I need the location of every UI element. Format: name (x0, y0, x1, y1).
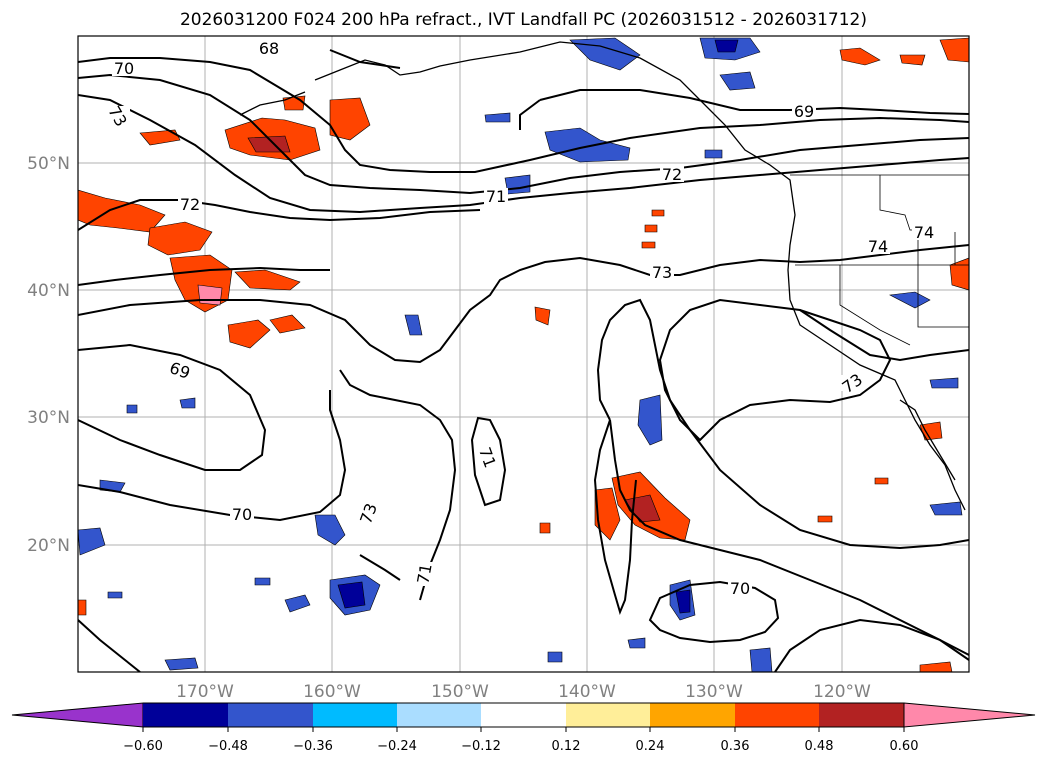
lat-label: 30°N (27, 408, 70, 428)
lat-label: 20°N (27, 536, 70, 556)
graticule (78, 36, 969, 672)
colorbar-segment (313, 703, 397, 727)
lon-label: 160°W (303, 682, 361, 702)
colorbar-tick-label: −0.60 (123, 739, 163, 754)
lon-label: 150°W (431, 682, 489, 702)
colorbar-tick-label: 0.12 (552, 739, 581, 754)
colorbar-tick-label: −0.36 (293, 739, 333, 754)
contour-label: 72 (180, 195, 200, 214)
colorbar-tick-label: −0.12 (461, 739, 501, 754)
colorbar-extend-max (903, 702, 1036, 728)
contour-label: 73 (652, 263, 672, 282)
contour-label: 68 (259, 39, 279, 58)
lon-label: 140°W (558, 682, 616, 702)
state-borders (790, 174, 969, 346)
map-title: 2026031200 F024 200 hPa refract., IVT La… (179, 10, 867, 30)
contour-label: 71 (413, 562, 435, 585)
contour-label: 70 (730, 579, 750, 598)
lon-label: 130°W (685, 682, 743, 702)
lon-label: 170°W (176, 682, 234, 702)
colorbar-tick-label: 0.24 (636, 739, 665, 754)
colorbar-segment (481, 703, 566, 727)
colorbar-segment (143, 703, 228, 727)
colorbar-segment (566, 703, 650, 727)
lat-label: 40°N (27, 281, 70, 301)
latitude-labels: 50°N 40°N 30°N 20°N (27, 154, 70, 556)
contour-label: 70 (232, 505, 252, 524)
colorbar-segment (735, 703, 819, 727)
lon-label: 120°W (813, 682, 871, 702)
colorbar-tick-label: 0.48 (805, 739, 834, 754)
lat-label: 50°N (27, 154, 70, 174)
colorbar: −0.60 −0.48 −0.36 −0.24 −0.12 0.12 0.24 … (11, 702, 1036, 754)
contour-label: 74 (914, 223, 934, 242)
map-border (77, 35, 970, 673)
colorbar-tick-label: 0.36 (721, 739, 750, 754)
colorbar-segment (228, 703, 313, 727)
refractivity-contours (78, 49, 969, 672)
map-area (78, 36, 969, 672)
colorbar-tick-label: 0.60 (890, 739, 919, 754)
contour-label: 74 (868, 237, 888, 256)
contour-label: 71 (486, 187, 506, 206)
colorbar-segment (397, 703, 481, 727)
colorbar-segment (819, 703, 904, 727)
contour-label: 70 (114, 59, 134, 78)
cool-anomaly-shading (78, 37, 963, 672)
contour-label: 69 (794, 102, 814, 121)
longitude-labels: 170°W 160°W 150°W 140°W 130°W 120°W (176, 682, 871, 702)
colorbar-extend-min (11, 702, 144, 728)
contour-label: 72 (662, 165, 682, 184)
colorbar-tick-label: −0.48 (208, 739, 248, 754)
colorbar-segment (650, 703, 735, 727)
colorbar-tick-label: −0.24 (377, 739, 417, 754)
